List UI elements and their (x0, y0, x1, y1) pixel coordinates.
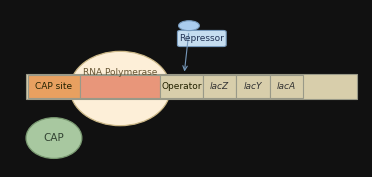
Text: Repressor: Repressor (179, 34, 224, 43)
Ellipse shape (26, 118, 82, 158)
Bar (236, 75, 270, 98)
Text: lacA: lacA (277, 82, 296, 91)
Bar (160, 75, 203, 98)
Text: RNA Polymerase: RNA Polymerase (83, 68, 157, 77)
Text: CAP site: CAP site (35, 82, 73, 91)
Bar (270, 75, 303, 98)
Text: lacZ: lacZ (210, 82, 229, 91)
Ellipse shape (70, 51, 170, 126)
Bar (28, 75, 80, 98)
Bar (203, 75, 236, 98)
Circle shape (179, 21, 199, 31)
Text: lacY: lacY (244, 82, 262, 91)
FancyBboxPatch shape (177, 30, 226, 47)
Text: Operator: Operator (161, 82, 202, 91)
Bar (80, 75, 160, 98)
Text: CAP: CAP (44, 133, 64, 143)
Bar (26, 74, 357, 99)
